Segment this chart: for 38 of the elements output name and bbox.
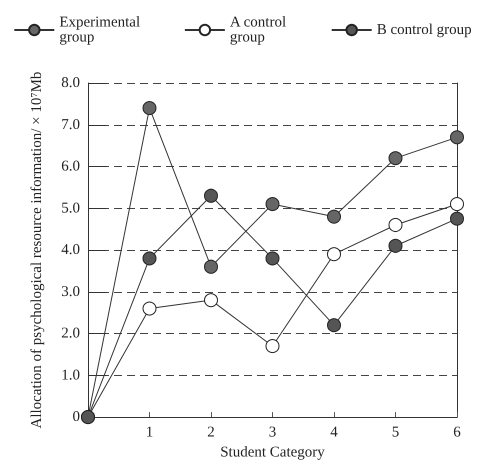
point [450, 130, 464, 144]
legend-label: Experimental group [59, 14, 144, 46]
point [388, 218, 402, 232]
point [204, 293, 218, 308]
point [266, 197, 280, 212]
point [327, 318, 341, 332]
x-axis-title: Student Category [220, 444, 326, 460]
point [204, 260, 218, 274]
point [388, 151, 402, 166]
y-tick-label: 2.0 [61, 326, 80, 342]
x-tick-label: 5 [392, 424, 400, 441]
y-tick-label: 5.0 [61, 200, 80, 216]
legend-label: A control group [230, 14, 290, 46]
point [266, 339, 280, 354]
y-tick-label: 0 [72, 409, 80, 426]
y-tick-label: 3.0 [61, 284, 80, 300]
y-axis-title: Allocation of psychological resource information/ × 10⁷Mb [29, 72, 45, 429]
point [327, 210, 341, 224]
y-tick-label: 1.0 [61, 367, 80, 384]
x-tick-label: 3 [268, 424, 276, 441]
y-tick-label: 7.0 [61, 116, 80, 133]
point [450, 212, 464, 226]
x-tick-label: 4 [330, 424, 338, 441]
point [204, 188, 218, 203]
point [142, 251, 156, 266]
point [450, 197, 464, 212]
y-tick-label: 4.0 [61, 242, 80, 258]
point [327, 247, 341, 262]
point [388, 238, 402, 253]
legend-label: B control group [376, 22, 472, 38]
y-tick-label: 6.0 [61, 158, 80, 175]
point [266, 251, 280, 266]
x-tick-label: 1 [146, 424, 154, 441]
x-tick-label: 2 [207, 424, 215, 441]
y-tick-label: 8.0 [61, 75, 80, 91]
x-tick-label: 6 [453, 424, 462, 441]
point [142, 302, 156, 316]
point [142, 101, 156, 116]
